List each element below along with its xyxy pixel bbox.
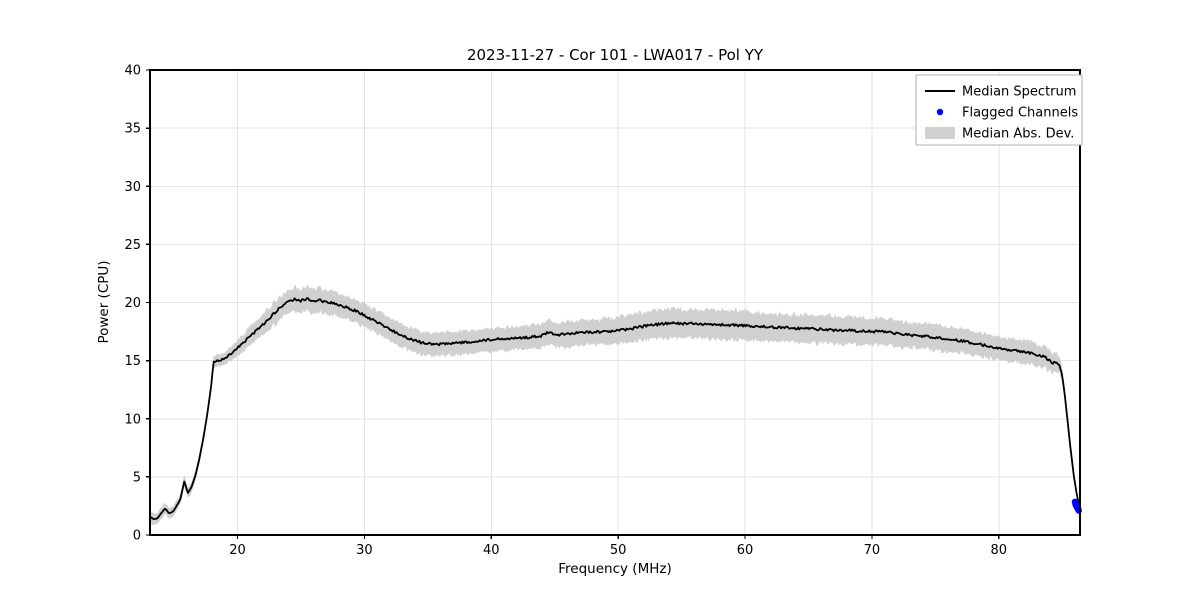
legend-label-0: Median Spectrum (962, 85, 1076, 100)
x-axis-ticks: 20 30 40 50 60 70 80 (229, 535, 1007, 558)
y-tick-label: 20 (124, 296, 141, 311)
x-tick-label: 50 (610, 543, 627, 558)
flagged-channels-points (1071, 498, 1082, 514)
x-tick-label: 60 (737, 543, 754, 558)
y-tick-label: 30 (124, 180, 141, 195)
legend-label-2: Median Abs. Dev. (962, 127, 1074, 142)
chart-title: 2023-11-27 - Cor 101 - LWA017 - Pol YY (467, 46, 764, 64)
legend-label-1: Flagged Channels (962, 106, 1078, 121)
chart-legend[interactable]: Median Spectrum Flagged Channels Median Ab… (915, 74, 1083, 146)
y-tick-label: 0 (133, 529, 141, 544)
y-tick-label: 35 (124, 122, 141, 137)
y-axis-title: Power (CPU) (96, 260, 112, 343)
y-axis-ticks: 0 5 10 15 20 25 30 35 40 (124, 64, 150, 544)
y-tick-label: 15 (124, 354, 141, 369)
x-tick-label: 30 (356, 543, 373, 558)
x-tick-label: 70 (864, 543, 881, 558)
x-tick-label: 80 (991, 543, 1008, 558)
y-tick-label: 25 (124, 238, 141, 253)
y-tick-label: 40 (124, 64, 141, 79)
x-tick-label: 40 (483, 543, 500, 558)
median-abs-dev-band (150, 284, 1080, 526)
median-spectrum-line (149, 297, 1081, 521)
x-axis-title: Frequency (MHz) (558, 561, 671, 577)
y-tick-label: 10 (124, 412, 141, 427)
y-tick-label: 5 (133, 470, 141, 485)
x-tick-label: 20 (229, 543, 246, 558)
